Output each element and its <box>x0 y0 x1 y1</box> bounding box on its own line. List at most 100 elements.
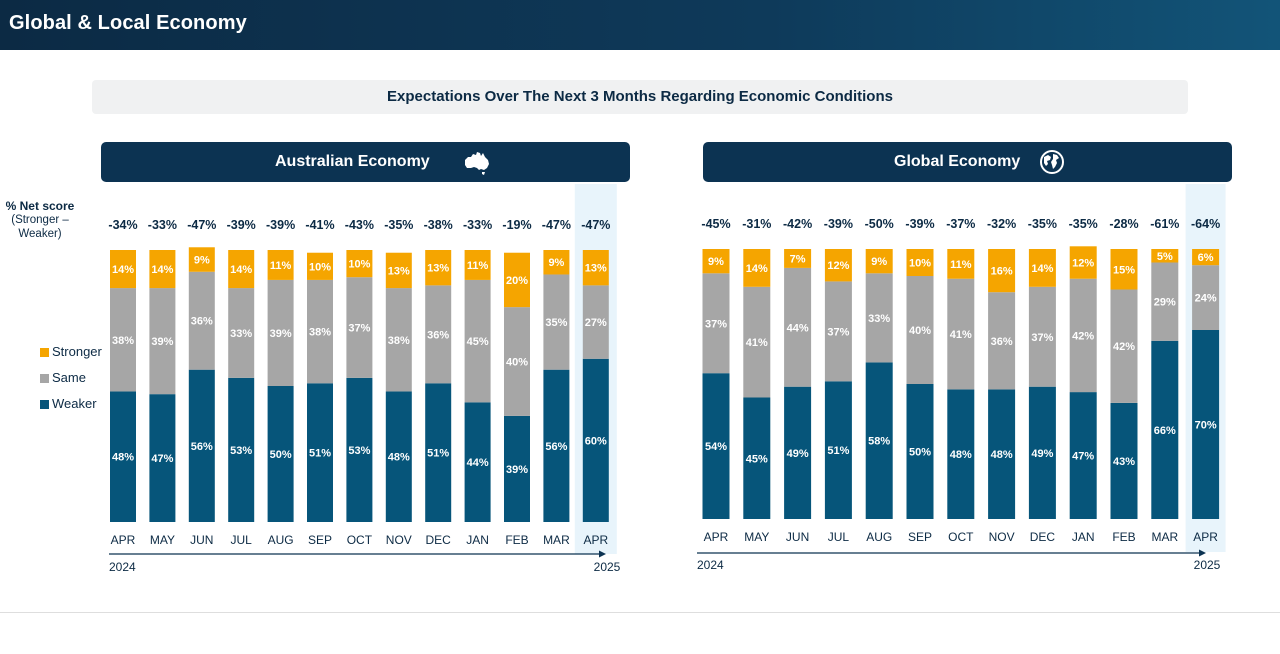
bar-stronger <box>582 250 609 286</box>
year-start-label: 2024 <box>697 558 724 572</box>
bar-weaker <box>188 369 215 522</box>
data-label-stronger: 10% <box>348 259 370 271</box>
data-label-weaker: 43% <box>1113 456 1135 468</box>
bar-same <box>1192 265 1220 330</box>
x-tick-label: JUN <box>190 533 213 547</box>
data-label-stronger: 11% <box>467 260 489 272</box>
data-label-weaker: 48% <box>388 452 410 464</box>
bar-stronger <box>988 249 1016 293</box>
net-score-label: -35% <box>1069 217 1098 231</box>
x-tick-label: JAN <box>1072 530 1095 544</box>
x-tick-label: NOV <box>386 533 412 547</box>
bar-stronger <box>1151 249 1179 263</box>
data-label-same: 36% <box>991 336 1013 348</box>
data-label-same: 38% <box>309 327 331 339</box>
net-score-label: -47% <box>542 218 571 232</box>
x-tick-label: APR <box>111 533 136 547</box>
data-label-same: 39% <box>151 336 173 348</box>
data-label-same: 37% <box>705 318 727 330</box>
data-label-weaker: 60% <box>585 435 607 447</box>
bar-same <box>784 267 812 387</box>
data-label-weaker: 70% <box>1195 420 1217 432</box>
legend-item-weaker: Weaker <box>40 396 120 412</box>
data-label-weaker: 49% <box>787 448 809 460</box>
x-tick-label: OCT <box>948 530 974 544</box>
data-label-weaker: 66% <box>1154 425 1176 437</box>
data-label-same: 42% <box>1113 341 1135 353</box>
bar-weaker <box>346 377 373 522</box>
bar-weaker <box>582 358 609 522</box>
globe-icon <box>1040 150 1064 174</box>
x-tick-label: APR <box>1193 530 1218 544</box>
bar-same <box>1069 278 1097 393</box>
bar-same <box>110 288 136 392</box>
data-label-stronger: 9% <box>194 255 210 267</box>
bar-same <box>385 288 412 392</box>
x-tick-label: JAN <box>466 533 489 547</box>
net-score-label: -35% <box>384 218 413 232</box>
data-label-stronger: 7% <box>790 253 806 265</box>
net-score-label: -31% <box>742 217 771 231</box>
data-label-weaker: 58% <box>868 436 890 448</box>
data-label-weaker: 51% <box>827 445 849 457</box>
data-label-stronger: 20% <box>506 275 528 287</box>
bar-same <box>988 292 1016 390</box>
data-label-same: 33% <box>230 328 252 340</box>
data-label-same: 38% <box>112 335 134 347</box>
bar-weaker <box>385 391 412 522</box>
bar-stronger <box>110 250 136 289</box>
bar-weaker <box>267 386 294 522</box>
bar-stronger <box>1192 249 1220 266</box>
data-label-stronger: 9% <box>708 256 724 268</box>
data-label-stronger: 14% <box>230 264 252 276</box>
data-label-stronger: 11% <box>950 259 972 271</box>
data-label-same: 41% <box>746 337 768 349</box>
net-score-label: -64% <box>1191 217 1220 231</box>
x-tick-label: DEC <box>1030 530 1056 544</box>
net-score-label: -33% <box>148 218 177 232</box>
x-tick-label: AUG <box>268 533 294 547</box>
x-tick-label: MAR <box>1151 530 1178 544</box>
data-label-stronger: 14% <box>746 263 768 275</box>
australia-map-icon <box>465 152 489 175</box>
data-label-same: 40% <box>506 357 528 369</box>
data-label-same: 27% <box>585 317 607 329</box>
legend-label-weaker: Weaker <box>52 396 97 411</box>
data-label-same: 36% <box>191 316 213 328</box>
data-label-weaker: 51% <box>427 448 449 460</box>
bar-weaker <box>1151 340 1179 519</box>
x-tick-label: MAR <box>543 533 570 547</box>
data-label-stronger: 14% <box>1031 263 1053 275</box>
bar-same <box>1151 262 1179 341</box>
bar-weaker <box>504 415 530 522</box>
bar-stronger <box>1110 249 1138 290</box>
data-label-stronger: 13% <box>388 265 410 277</box>
net-score-label: -43% <box>345 218 374 232</box>
data-label-weaker: 48% <box>991 449 1013 461</box>
bar-same <box>702 273 730 374</box>
bar-stronger <box>267 250 294 280</box>
bar-weaker <box>1110 402 1138 519</box>
net-score-label: -39% <box>266 218 295 232</box>
data-label-weaker: 39% <box>506 464 528 476</box>
bar-stronger <box>464 250 491 280</box>
bar-weaker <box>110 391 136 522</box>
legend-swatch-weaker <box>40 400 49 409</box>
net-score-label: -32% <box>987 217 1016 231</box>
bar-weaker <box>743 397 771 519</box>
data-label-same: 37% <box>1031 332 1053 344</box>
data-label-same: 37% <box>827 326 849 338</box>
data-label-stronger: 14% <box>151 264 173 276</box>
bar-stronger <box>385 252 412 289</box>
bar-weaker <box>906 384 934 519</box>
data-label-stronger: 15% <box>1113 264 1135 276</box>
data-label-weaker: 51% <box>309 448 331 460</box>
data-label-weaker: 45% <box>746 453 768 465</box>
data-label-stronger: 11% <box>270 260 292 272</box>
net-score-label: -39% <box>227 218 256 232</box>
bar-same <box>582 285 609 359</box>
data-label-stronger: 14% <box>112 264 134 276</box>
bar-weaker <box>307 383 333 522</box>
bar-stronger <box>1028 249 1056 287</box>
year-end-label: 2025 <box>1194 558 1221 572</box>
